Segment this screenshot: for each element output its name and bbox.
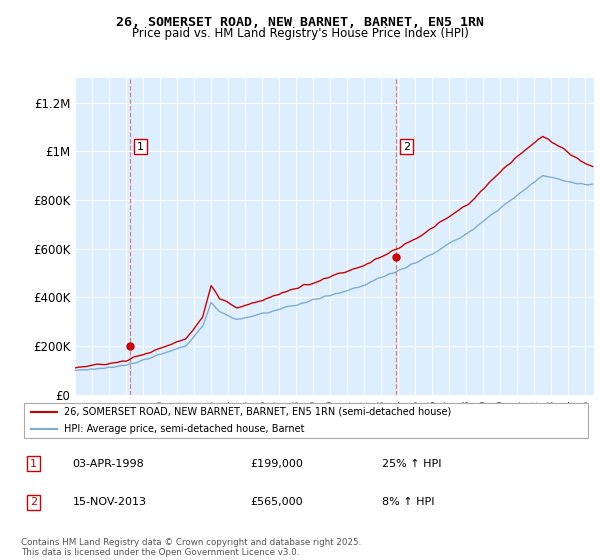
Text: 1: 1 xyxy=(30,459,37,469)
Text: 26, SOMERSET ROAD, NEW BARNET, BARNET, EN5 1RN (semi-detached house): 26, SOMERSET ROAD, NEW BARNET, BARNET, E… xyxy=(64,407,451,417)
Text: 03-APR-1998: 03-APR-1998 xyxy=(73,459,145,469)
Text: £199,000: £199,000 xyxy=(250,459,303,469)
Text: 2: 2 xyxy=(30,497,37,507)
Text: 1: 1 xyxy=(137,142,144,152)
Text: 15-NOV-2013: 15-NOV-2013 xyxy=(73,497,146,507)
Text: Contains HM Land Registry data © Crown copyright and database right 2025.
This d: Contains HM Land Registry data © Crown c… xyxy=(21,538,361,557)
Text: 8% ↑ HPI: 8% ↑ HPI xyxy=(382,497,434,507)
Text: HPI: Average price, semi-detached house, Barnet: HPI: Average price, semi-detached house,… xyxy=(64,424,304,435)
Text: 26, SOMERSET ROAD, NEW BARNET, BARNET, EN5 1RN: 26, SOMERSET ROAD, NEW BARNET, BARNET, E… xyxy=(116,16,484,29)
FancyBboxPatch shape xyxy=(24,403,588,438)
Text: Price paid vs. HM Land Registry's House Price Index (HPI): Price paid vs. HM Land Registry's House … xyxy=(131,27,469,40)
Text: £565,000: £565,000 xyxy=(250,497,303,507)
Text: 25% ↑ HPI: 25% ↑ HPI xyxy=(382,459,442,469)
Text: 2: 2 xyxy=(403,142,410,152)
